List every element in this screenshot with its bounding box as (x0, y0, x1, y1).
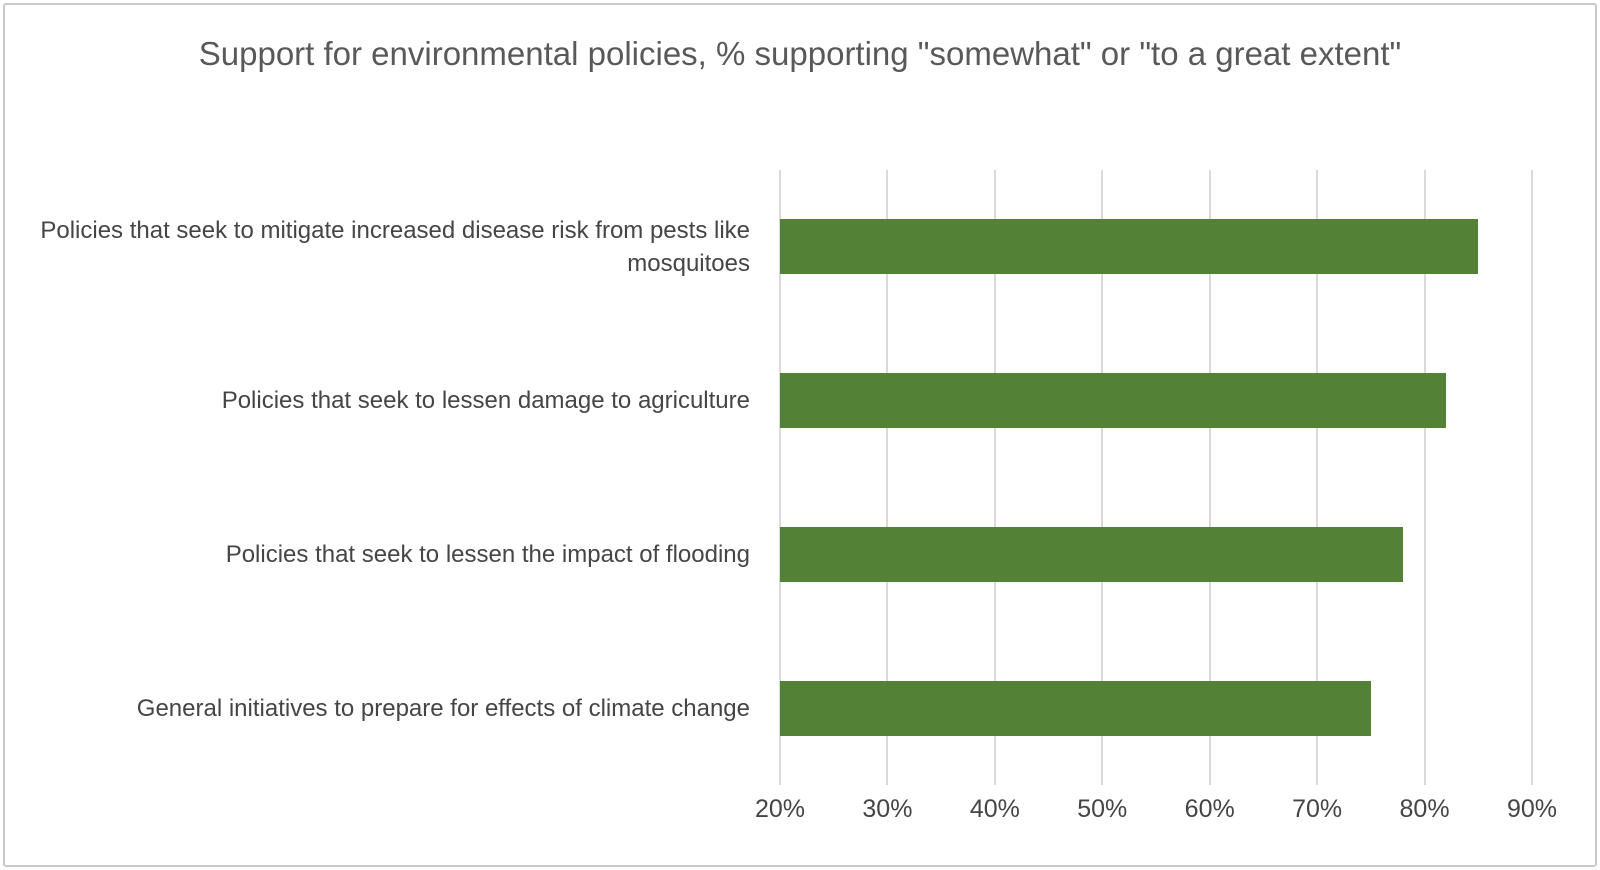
x-axis-tick-label: 80% (1399, 795, 1450, 823)
gridline (993, 170, 996, 785)
category-label: Policies that seek to mitigate increased… (40, 216, 750, 277)
category-row: Policies that seek to lessen damage to a… (30, 324, 750, 478)
bar-row (780, 324, 1532, 478)
bar-row (780, 478, 1532, 632)
gridline (1101, 170, 1104, 785)
category-row: Policies that seek to lessen the impact … (30, 478, 750, 632)
gridline (779, 170, 781, 785)
chart-title-text: Support for environmental policies, % su… (198, 35, 1402, 72)
gridline (1423, 170, 1426, 785)
category-label: Policies that seek to lessen damage to a… (221, 387, 750, 415)
gridline (1316, 170, 1319, 785)
data-bar (780, 219, 1479, 275)
chart-title: Support for environmental policies, % su… (0, 30, 1600, 77)
x-axis-tick-label: 50% (1077, 795, 1128, 823)
data-bar (780, 526, 1404, 582)
x-axis-tick-label: 60% (1184, 795, 1235, 823)
category-label: Policies that seek to lessen the impact … (225, 540, 750, 568)
category-axis: Policies that seek to mitigate increased… (30, 170, 750, 785)
x-axis-tick-label: 40% (969, 795, 1020, 823)
x-axis-tick-label: 90% (1506, 795, 1558, 823)
x-axis-tick-label: 20% (754, 795, 806, 823)
data-bar (780, 680, 1371, 736)
bar-row (780, 631, 1532, 785)
gridline (886, 170, 889, 785)
gridline (1531, 170, 1533, 785)
x-axis-tick-label: 70% (1292, 795, 1343, 823)
x-axis-tick-label: 30% (862, 795, 913, 823)
category-label: General initiatives to prepare for effec… (136, 694, 750, 722)
gridline (1208, 170, 1211, 785)
plot-area (779, 170, 1533, 785)
bar-row (780, 170, 1532, 324)
data-bar (780, 373, 1447, 429)
category-row: Policies that seek to mitigate increased… (30, 170, 750, 324)
category-row: General initiatives to prepare for effec… (30, 631, 750, 785)
